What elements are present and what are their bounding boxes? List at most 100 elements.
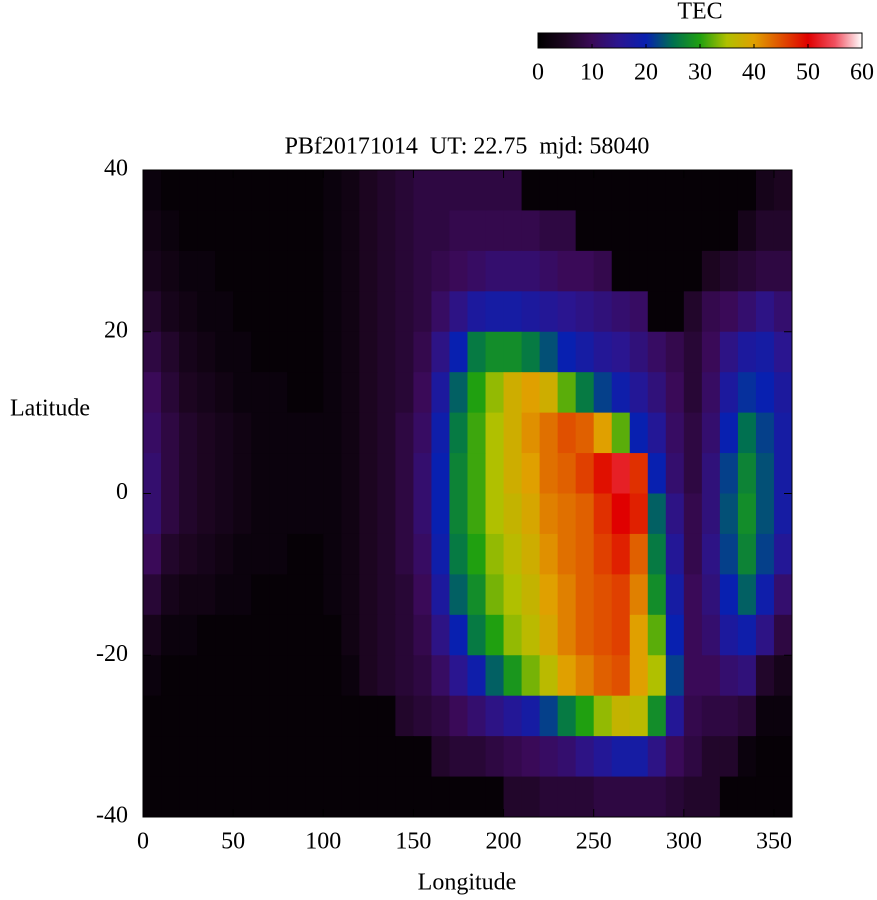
heat-cell (395, 210, 414, 252)
x-tick-label: 100 (305, 829, 341, 855)
heat-cell (683, 695, 703, 737)
heat-cell (287, 250, 306, 292)
heat-cell (647, 736, 667, 778)
colorbar-tick-label: 30 (688, 60, 712, 86)
heat-cell (485, 695, 505, 737)
heat-cell (359, 655, 378, 697)
heat-cell (773, 210, 793, 252)
heat-cell (683, 736, 703, 778)
heat-cell (377, 170, 396, 211)
heat-cell (233, 695, 252, 737)
heat-cell (665, 695, 685, 737)
heat-cell (197, 655, 216, 697)
heat-cell (143, 372, 162, 414)
heat-cell (359, 210, 378, 252)
heat-cell (773, 695, 793, 737)
heat-cell (215, 614, 234, 656)
heat-cell (251, 533, 270, 575)
heat-cell (161, 372, 180, 414)
heat-cell (503, 210, 523, 252)
heat-cell (683, 331, 703, 373)
heat-cell (737, 655, 757, 697)
heat-cell (197, 210, 216, 252)
heat-cell (737, 331, 757, 373)
heat-cell (161, 776, 180, 818)
heat-cell (485, 574, 505, 616)
heat-cell (395, 331, 414, 373)
heat-cell (359, 372, 378, 414)
heat-cell (593, 493, 613, 535)
heat-cell (233, 250, 252, 292)
heat-cell (323, 291, 342, 333)
heat-cell (773, 372, 793, 414)
heat-cell (395, 453, 414, 494)
x-tick-label: 250 (576, 829, 612, 855)
heat-cell (701, 412, 721, 454)
heat-cell (161, 210, 180, 252)
heat-cell (665, 614, 685, 656)
heat-cell (395, 291, 414, 333)
heat-cell (305, 372, 324, 414)
heat-cell (467, 533, 487, 575)
heat-cell (683, 655, 703, 697)
heat-cell (413, 250, 432, 292)
heat-cell (557, 372, 577, 414)
heat-cell (521, 614, 541, 656)
heat-cell (413, 493, 432, 535)
heat-cell (431, 412, 450, 454)
heat-cell (377, 250, 396, 292)
heat-cell (215, 695, 234, 737)
heat-cell (701, 655, 721, 697)
heat-cell (719, 493, 739, 535)
heat-cell (557, 210, 577, 252)
heat-cell (305, 412, 324, 454)
heat-cell (413, 736, 432, 778)
heat-cell (197, 170, 216, 211)
heat-cell (143, 655, 162, 697)
heat-cell (557, 453, 577, 494)
heat-cell (629, 331, 649, 373)
heat-cell (683, 412, 703, 454)
heat-cell (251, 291, 270, 333)
heat-cell (287, 453, 306, 494)
heat-cell (557, 614, 577, 656)
heat-cell (179, 453, 198, 494)
heat-cell (143, 250, 162, 292)
heat-cell (485, 372, 505, 414)
heat-cell (341, 574, 360, 616)
heat-cell (449, 250, 468, 292)
heat-cell (521, 412, 541, 454)
heat-cell (215, 250, 234, 292)
heat-cell (233, 493, 252, 535)
heat-cell (449, 210, 468, 252)
heat-cell (413, 331, 432, 373)
heat-cell (701, 695, 721, 737)
heat-cell (521, 210, 541, 252)
heat-cell (233, 372, 252, 414)
heat-cell (323, 493, 342, 535)
heat-cell (341, 170, 360, 211)
heat-cell (233, 655, 252, 697)
heat-cell (611, 170, 631, 211)
heat-cell (665, 736, 685, 778)
heat-cell (575, 736, 595, 778)
heat-cell (449, 412, 468, 454)
heat-cell (269, 736, 288, 778)
heat-cell (755, 372, 775, 414)
heat-cell (485, 412, 505, 454)
heat-cell (359, 291, 378, 333)
heat-cell (143, 776, 162, 818)
heat-cell (197, 372, 216, 414)
x-tick-label: 0 (137, 829, 149, 855)
heat-cell (179, 736, 198, 778)
heat-cell (197, 331, 216, 373)
heat-cell (359, 453, 378, 494)
heat-cell (269, 170, 288, 211)
heat-cell (611, 695, 631, 737)
heat-cell (341, 331, 360, 373)
heat-cell (431, 614, 450, 656)
heat-cell (395, 372, 414, 414)
heat-cell (575, 170, 595, 211)
heat-cell (773, 533, 793, 575)
heat-cell (449, 533, 468, 575)
